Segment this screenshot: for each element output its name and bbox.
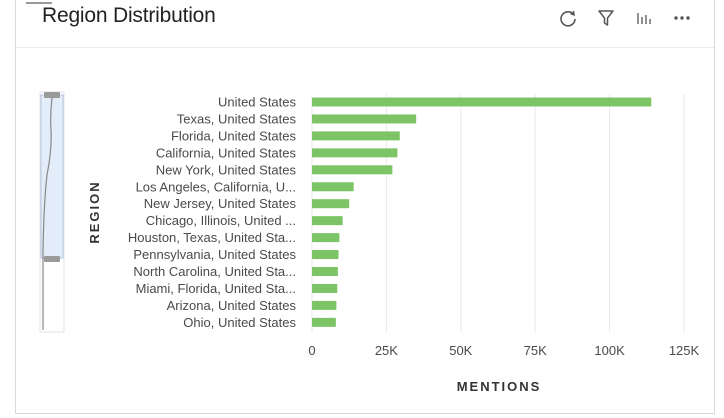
bar[interactable] (312, 267, 338, 276)
category-label: California, United States (156, 145, 297, 160)
x-tick-label: 75K (524, 343, 547, 358)
x-tick-label: 100K (594, 343, 625, 358)
x-tick-label: 25K (375, 343, 398, 358)
grid-lines (311, 94, 685, 332)
scroll-navigator[interactable] (39, 91, 65, 333)
x-tick-label: 125K (669, 343, 700, 358)
category-label: Texas, United States (177, 111, 297, 126)
bar[interactable] (312, 199, 350, 209)
bar[interactable] (312, 283, 338, 293)
category-label: Chicago, Illinois, United ... (146, 213, 296, 228)
navigator-top-handle[interactable] (44, 92, 60, 98)
category-label: New Jersey, United States (144, 196, 297, 211)
x-tick-labels: 0 25K 50K 75K 100K 125K (308, 343, 699, 358)
bar[interactable] (312, 216, 343, 226)
bars (312, 97, 652, 327)
category-label: New York, United States (156, 162, 297, 177)
y-axis-title: REGION (87, 180, 102, 243)
region-distribution-widget: Region Distribution (15, 0, 715, 414)
x-tick-label: 50K (449, 343, 472, 358)
category-label: United States (218, 95, 297, 110)
bar[interactable] (312, 182, 354, 192)
navigator-window[interactable] (40, 94, 64, 259)
bar[interactable] (312, 300, 337, 310)
widget-header: Region Distribution (16, 0, 714, 48)
widget-title: Region Distribution (42, 4, 216, 27)
category-label: Houston, Texas, United Sta... (128, 230, 296, 245)
category-label: Los Angeles, California, U... (136, 179, 296, 194)
bar[interactable] (312, 233, 340, 243)
navigator-bottom-handle[interactable] (44, 256, 60, 262)
navigator-sparkline (42, 97, 53, 330)
bar[interactable] (312, 131, 400, 141)
chart-type-icon[interactable] (632, 6, 656, 30)
category-label: Pennsylvania, United States (133, 247, 296, 262)
title-accent (26, 2, 52, 4)
refresh-icon[interactable] (556, 6, 580, 30)
category-label: Florida, United States (171, 128, 297, 143)
category-label: Arizona, United States (167, 298, 297, 313)
x-axis-title: MENTIONS (457, 379, 542, 394)
bar[interactable] (312, 148, 398, 158)
bar[interactable] (312, 317, 336, 327)
category-label: North Carolina, United Sta... (133, 264, 296, 279)
category-label: Miami, Florida, United Sta... (136, 281, 296, 296)
x-tick-label: 0 (308, 343, 315, 358)
bar[interactable] (312, 165, 393, 175)
widget-toolbar (556, 6, 694, 30)
more-icon[interactable] (670, 6, 694, 30)
bar[interactable] (312, 250, 339, 260)
filter-icon[interactable] (594, 6, 618, 30)
bar[interactable] (312, 114, 417, 124)
bar[interactable] (312, 97, 652, 107)
category-label: Ohio, United States (183, 315, 296, 330)
